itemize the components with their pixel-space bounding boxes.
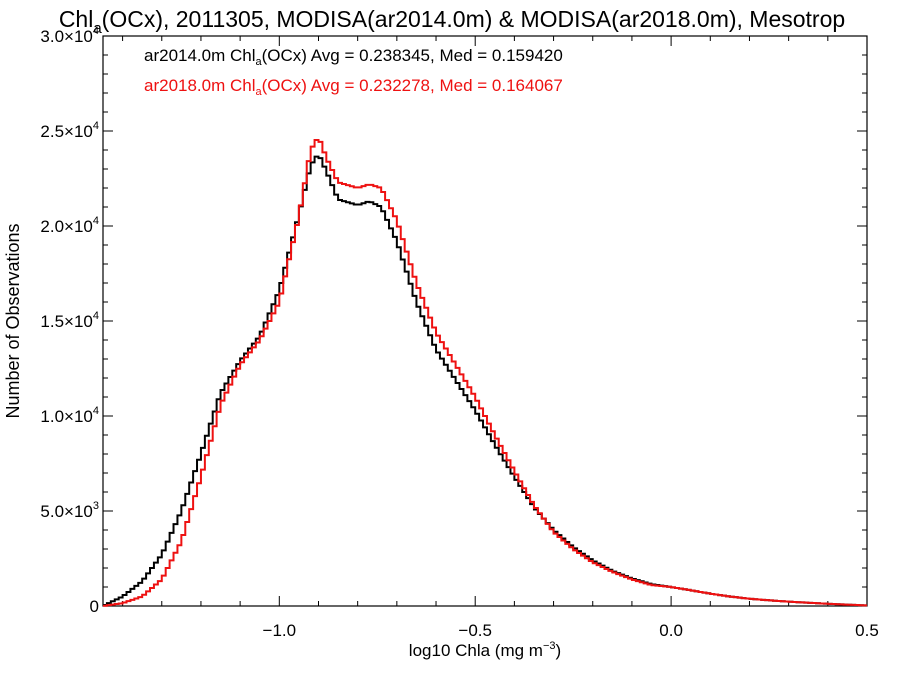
legend-entry-ar2018: ar2018.0m Chla(OCx) Avg = 0.232278, Med … (144, 76, 563, 98)
y-tick-label: 2.5×104 (40, 120, 99, 141)
legend-entry-ar2018-post: (OCx) Avg = 0.232278, Med = 0.164067 (262, 76, 563, 95)
axes-ticks: −1.0 −0.5 0.0 0.5 0 5.0×103 1.0×104 1.5×104 2.0×… (40, 25, 878, 640)
x-tick-label: −0.5 (458, 621, 492, 640)
x-axis-label: log10 Chla (mg m−3) (409, 640, 561, 660)
x-tick-label: −1.0 (263, 621, 297, 640)
x-axis-label-sup: −3 (543, 640, 556, 652)
y-tick-label: 3.0×104 (40, 25, 99, 46)
x-tick-label: 0.0 (659, 621, 683, 640)
legend-entry-ar2018-sub: a (256, 86, 263, 98)
legend-entry-ar2014-post: (OCx) Avg = 0.238345, Med = 0.159420 (262, 46, 563, 65)
series-line-1 (103, 139, 867, 607)
series-line-0 (103, 155, 867, 607)
chart-title: Chla(OCx), 2011305, MODISA(ar2014.0m) & … (59, 6, 845, 37)
y-tick-label: 5.0×103 (40, 500, 99, 521)
legend-entry-ar2014-pre: ar2014.0m Chl (144, 46, 256, 65)
legend-entry-ar2018-pre: ar2018.0m Chl (144, 76, 256, 95)
legend-entry-ar2014: ar2014.0m Chla(OCx) Avg = 0.238345, Med … (144, 46, 563, 68)
x-tick-label: 0.5 (855, 621, 879, 640)
chart-title-sub: a (93, 20, 102, 37)
y-axis-label: Number of Observations (3, 223, 23, 418)
y-tick-label: 1.0×104 (40, 405, 99, 426)
x-axis-label-post: ) (556, 641, 562, 660)
y-tick-label: 1.5×104 (40, 310, 99, 331)
chart-title-pre: Chl (59, 6, 94, 32)
chart-title-post: (OCx), 2011305, MODISA(ar2014.0m) & MODI… (102, 6, 846, 32)
y-tick-label: 0 (90, 597, 99, 616)
x-axis-label-pre: log10 Chla (mg m (409, 641, 543, 660)
legend-entry-ar2014-sub: a (256, 56, 263, 68)
data-series (103, 139, 867, 607)
plot-frame (102, 35, 868, 607)
y-tick-label: 2.0×104 (40, 215, 99, 236)
